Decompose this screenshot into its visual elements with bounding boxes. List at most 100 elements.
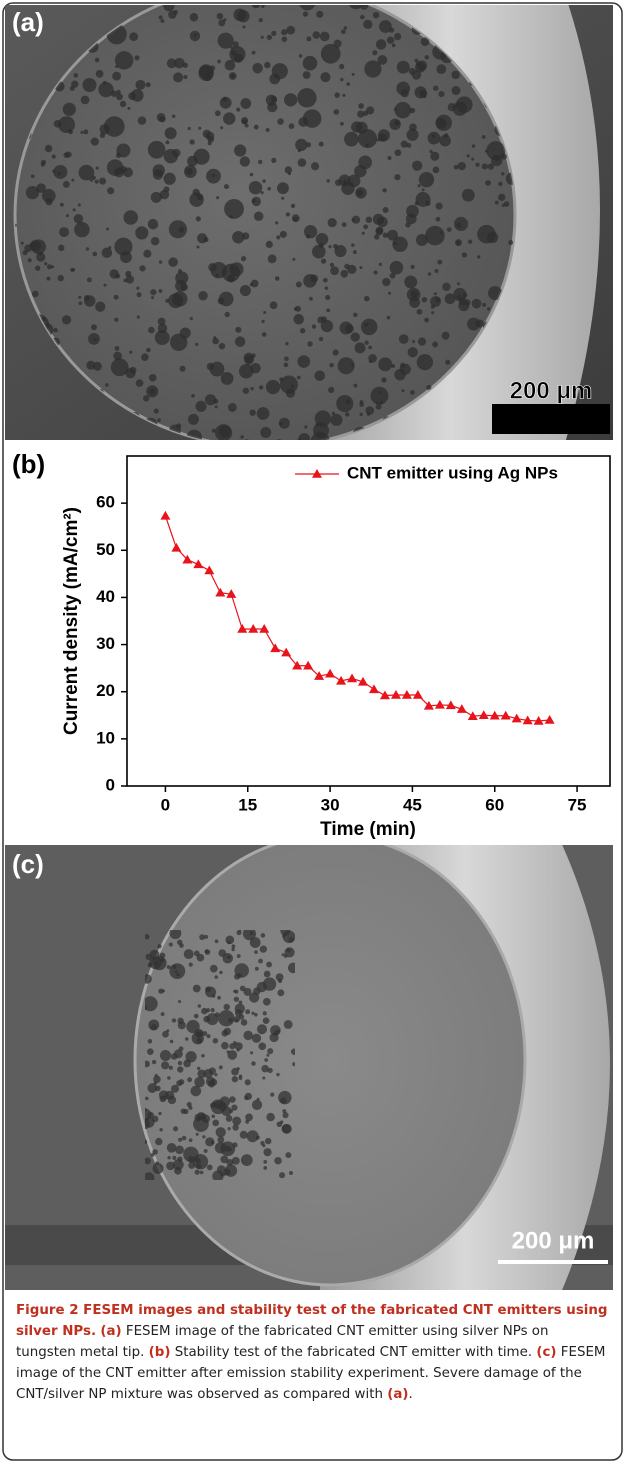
pore xyxy=(188,413,199,425)
pore xyxy=(256,981,268,993)
pore xyxy=(251,1099,263,1110)
pore xyxy=(288,123,295,129)
pore xyxy=(481,163,488,170)
pore xyxy=(106,227,110,231)
pore xyxy=(251,5,261,9)
pore xyxy=(382,277,391,287)
pore xyxy=(161,1061,170,1070)
pore xyxy=(358,103,364,109)
pore xyxy=(420,37,430,47)
pore xyxy=(145,974,152,984)
marker xyxy=(292,660,303,670)
pore xyxy=(179,365,186,372)
pore xyxy=(394,120,400,126)
pore xyxy=(172,1155,177,1160)
pore xyxy=(216,1165,226,1174)
pore xyxy=(160,957,165,962)
pore xyxy=(304,425,308,429)
pore xyxy=(318,243,324,249)
pore xyxy=(69,85,75,91)
pore xyxy=(279,377,284,382)
pore xyxy=(338,174,351,187)
pore xyxy=(151,1059,157,1065)
pore xyxy=(189,192,204,207)
pore xyxy=(212,1119,220,1127)
pore xyxy=(127,106,131,110)
pore xyxy=(434,269,439,274)
pore xyxy=(351,72,355,76)
pore xyxy=(475,162,480,167)
pore xyxy=(204,934,209,939)
pore xyxy=(249,409,256,416)
pore xyxy=(214,1012,220,1018)
pore xyxy=(334,245,347,258)
pore xyxy=(232,1116,242,1126)
y-tick-label: 0 xyxy=(106,775,115,794)
pore xyxy=(295,281,302,288)
pore xyxy=(477,224,496,244)
pore xyxy=(244,123,249,128)
pore xyxy=(283,362,289,368)
pore xyxy=(247,444,252,449)
caption-text: FESEM image of the fabricated CNT emitte… xyxy=(16,1324,549,1360)
pore xyxy=(359,266,363,270)
pore xyxy=(400,140,408,148)
pore xyxy=(65,151,72,158)
pore xyxy=(281,29,288,36)
pore xyxy=(250,1051,254,1055)
pore xyxy=(192,984,201,993)
pore xyxy=(136,315,140,319)
pore xyxy=(254,966,259,971)
pore xyxy=(44,144,53,153)
pore xyxy=(387,229,398,241)
pore xyxy=(281,196,285,200)
pore xyxy=(231,1076,239,1083)
pore xyxy=(414,439,424,440)
panel-label: (b) xyxy=(12,449,45,479)
pore xyxy=(433,85,439,91)
pore xyxy=(277,118,284,125)
pore xyxy=(353,383,358,388)
pore xyxy=(435,202,443,210)
pore xyxy=(456,222,462,229)
pore xyxy=(172,1159,184,1171)
y-tick-label: 50 xyxy=(96,540,115,559)
pore xyxy=(359,5,369,10)
pore xyxy=(53,164,68,179)
pore xyxy=(158,260,163,264)
pore xyxy=(271,157,277,163)
pore xyxy=(231,1067,239,1076)
pore xyxy=(336,395,354,413)
pore xyxy=(59,202,64,207)
pore xyxy=(358,155,373,170)
pore xyxy=(148,326,155,334)
pore xyxy=(318,336,324,342)
pore xyxy=(110,358,129,377)
pore xyxy=(406,128,419,141)
caption-text: Stability test of the fabricated CNT emi… xyxy=(170,1345,537,1360)
pore xyxy=(185,1037,189,1041)
pore xyxy=(254,1012,258,1017)
pore xyxy=(205,131,215,141)
pore xyxy=(438,91,445,98)
pore xyxy=(470,0,476,4)
pore xyxy=(251,1033,262,1043)
pore xyxy=(239,1130,248,1139)
pore xyxy=(129,32,139,42)
pore xyxy=(149,388,156,395)
pore xyxy=(312,31,321,39)
pore xyxy=(363,19,373,30)
pore xyxy=(236,439,243,440)
pore xyxy=(236,930,242,936)
pore xyxy=(386,36,395,44)
pore xyxy=(229,215,233,219)
marker xyxy=(368,684,379,694)
caption-text: FESEM image of the CNT emitter after emi… xyxy=(16,1345,606,1402)
pore xyxy=(166,965,171,969)
y-tick-label: 10 xyxy=(96,728,115,747)
caption-title: Figure 2 FESEM images and stability test… xyxy=(16,1303,608,1339)
pore xyxy=(199,934,205,941)
pore xyxy=(486,141,506,161)
pore xyxy=(260,35,264,39)
pore xyxy=(415,61,421,67)
